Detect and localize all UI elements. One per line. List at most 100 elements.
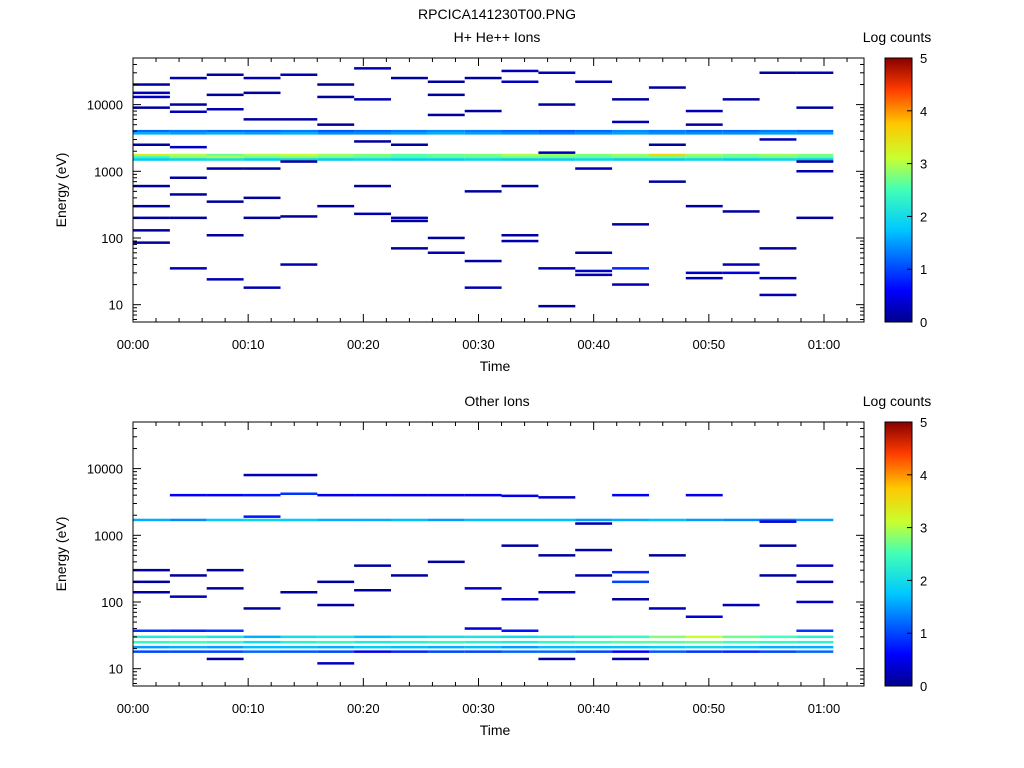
heatmap-cell <box>464 635 502 639</box>
colorbar-tick-label: 0 <box>920 679 927 694</box>
heatmap-cell <box>648 180 686 183</box>
heatmap-cell <box>612 267 649 270</box>
heatmap-cell <box>206 568 244 572</box>
heatmap-cell <box>464 493 502 497</box>
heatmap-cell <box>169 129 207 133</box>
heatmap-cell <box>317 603 355 607</box>
heatmap-cell <box>317 129 355 133</box>
heatmap-cell <box>206 635 244 639</box>
heatmap-cell <box>133 156 170 159</box>
heatmap-cell <box>354 132 391 135</box>
heatmap-cell <box>169 493 207 497</box>
heatmap-cell <box>206 153 244 157</box>
heatmap-cell <box>427 640 465 644</box>
heatmap-cell <box>501 239 539 243</box>
heatmap-cell <box>722 210 760 213</box>
heatmap-cell <box>612 223 649 226</box>
colorbar-tick-label: 2 <box>920 209 927 224</box>
heatmap-cell <box>464 640 502 644</box>
heatmap-cell <box>575 548 613 552</box>
heatmap-cell <box>206 629 244 632</box>
heatmap-cell <box>243 216 281 220</box>
heatmap-cell <box>685 276 723 280</box>
heatmap-cell <box>759 71 797 74</box>
heatmap-cell <box>501 158 539 161</box>
heatmap-cell <box>759 640 797 644</box>
heatmap-cell <box>575 80 613 83</box>
colorbar-label: Log counts <box>863 393 932 409</box>
heatmap-cell <box>391 650 428 653</box>
heatmap-cell <box>648 143 686 146</box>
heatmap-cell <box>796 170 834 173</box>
heatmap-cell <box>317 650 355 653</box>
y-tick-label: 1000 <box>94 528 123 543</box>
heatmap-cell <box>538 496 576 499</box>
heatmap-cell <box>391 129 428 133</box>
heatmap-cell <box>538 158 576 161</box>
x-axis-label: Time <box>480 722 511 738</box>
heatmap-cell <box>317 156 355 159</box>
heatmap-cell <box>538 518 576 522</box>
heatmap-cell <box>612 493 649 497</box>
heatmap-cell <box>133 650 170 653</box>
heatmap-cell <box>464 650 502 653</box>
heatmap-cell <box>169 176 207 179</box>
heatmap-cell <box>133 518 170 522</box>
heatmap-cell <box>280 156 318 159</box>
heatmap-cell <box>612 156 649 159</box>
heatmap-cell <box>169 103 207 106</box>
heatmap-cell <box>280 118 318 121</box>
heatmap-cell <box>427 156 465 159</box>
heatmap-cell <box>169 193 207 196</box>
heatmap-cell <box>685 271 723 275</box>
heatmap-cell <box>427 153 465 157</box>
heatmap-cell <box>538 635 576 639</box>
heatmap-cell <box>648 518 686 522</box>
heatmap-cell <box>169 76 207 80</box>
heatmap-cell <box>169 156 207 159</box>
x-axis: 00:00 00:10 00:20 00:30 00:40 00:50 01:00 Time <box>117 422 848 738</box>
y-axis-label: Energy (eV) <box>53 153 69 228</box>
heatmap-cell <box>354 650 391 653</box>
heatmap-cell <box>133 568 170 572</box>
heatmap-cell <box>427 129 465 133</box>
heatmap-cell <box>317 123 355 126</box>
x-tick-label: 00:40 <box>577 701 610 716</box>
heatmap-cell <box>464 259 502 263</box>
heatmap-cell <box>612 120 649 124</box>
heatmap-cell <box>464 132 502 135</box>
heatmap-cell <box>722 129 760 133</box>
heatmap-cell <box>133 184 170 188</box>
heatmap-cell <box>133 132 170 135</box>
heatmap-cell <box>464 129 502 133</box>
heatmap-cell <box>612 580 649 584</box>
heatmap-cell <box>280 129 318 133</box>
heatmap-cell <box>243 91 281 95</box>
plot-frame <box>132 421 865 687</box>
heatmap-cell <box>206 645 244 649</box>
heatmap-cell <box>169 110 207 113</box>
heatmap-cell <box>464 158 502 161</box>
heatmap-cell <box>391 518 428 522</box>
heatmap-cell <box>722 98 760 101</box>
heatmap-cell <box>280 492 318 495</box>
heatmap-cell <box>354 158 391 161</box>
heatmap-cell <box>722 650 760 653</box>
heatmap-cell <box>796 645 834 649</box>
heatmap-cell <box>354 184 391 188</box>
heatmap-cell <box>317 645 355 649</box>
heatmap-cell <box>538 304 576 308</box>
heatmap-cell <box>612 645 649 649</box>
heatmap-cell <box>796 216 834 220</box>
heatmap-cell <box>243 156 281 159</box>
heatmap-cell <box>796 129 834 133</box>
heatmap-cell <box>133 129 170 133</box>
heatmap-cell <box>685 635 723 639</box>
heatmap-cell <box>501 518 539 522</box>
heatmap-cell <box>427 518 465 522</box>
heatmap-cell <box>759 158 797 161</box>
heatmap-cell <box>206 93 244 97</box>
heatmap-cell <box>169 216 207 220</box>
panel-title: H+ He++ Ions <box>454 29 541 45</box>
